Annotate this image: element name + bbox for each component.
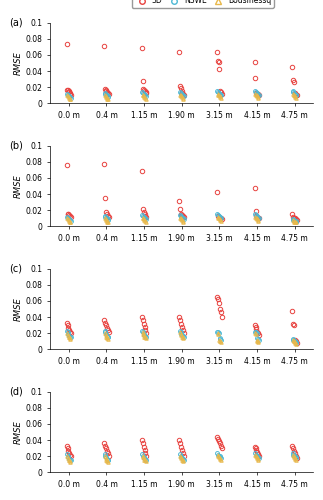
Text: (b): (b) bbox=[9, 140, 23, 150]
Text: (c): (c) bbox=[9, 264, 22, 274]
Legend: 3D, NSWE, Bousinessq: 3D, NSWE, Bousinessq bbox=[132, 0, 274, 8]
Text: (d): (d) bbox=[9, 386, 23, 396]
Y-axis label: RMSE: RMSE bbox=[14, 174, 23, 198]
Text: (a): (a) bbox=[9, 18, 23, 28]
Y-axis label: RMSE: RMSE bbox=[14, 420, 23, 444]
Y-axis label: RMSE: RMSE bbox=[14, 297, 23, 321]
Y-axis label: RMSE: RMSE bbox=[14, 51, 23, 75]
